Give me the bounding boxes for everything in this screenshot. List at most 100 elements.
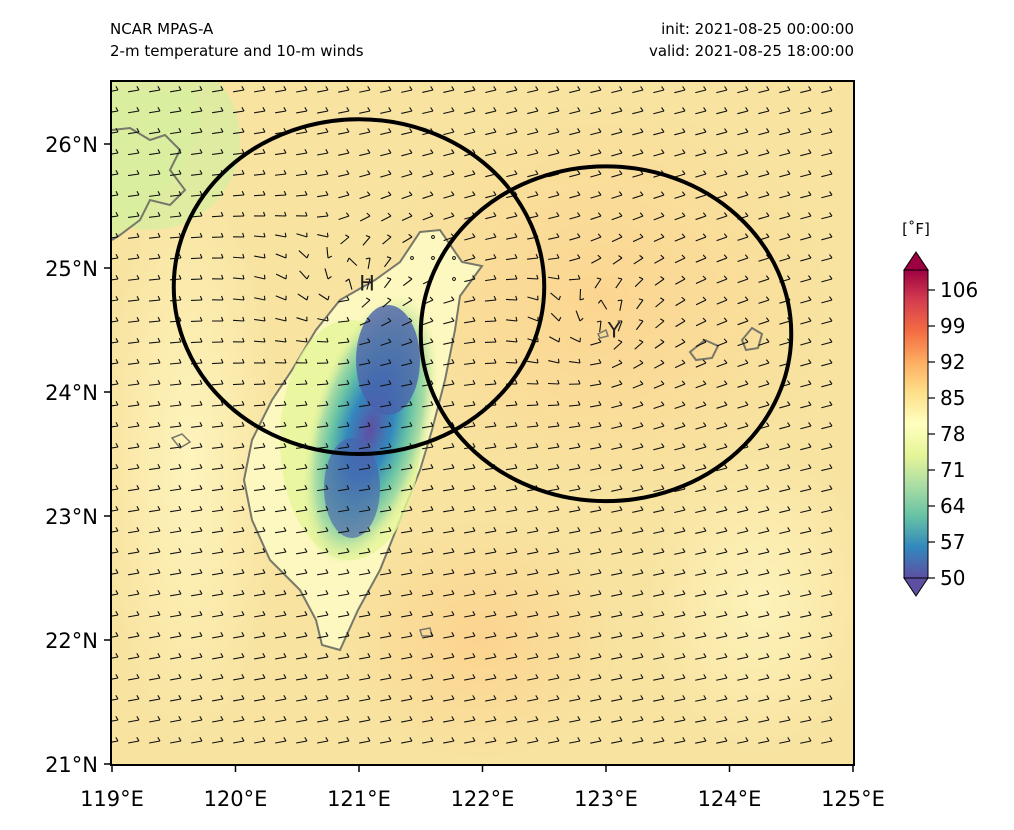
wind-barb-flag xyxy=(157,695,161,700)
wind-barb-flag xyxy=(808,485,812,490)
wind-barb-flag xyxy=(619,401,623,406)
wind-barb-flag xyxy=(619,632,623,637)
wind-barb-flag xyxy=(220,190,224,196)
wind-barb xyxy=(484,320,497,323)
wind-barb-flag xyxy=(325,128,329,133)
wind-barb-flag xyxy=(451,86,455,91)
wind-barb xyxy=(212,530,224,534)
valid-time: valid: 2021-08-25 18:00:00 xyxy=(648,42,854,60)
wind-barb xyxy=(212,488,224,492)
wind-barb-flag xyxy=(829,611,833,616)
wind-barb xyxy=(821,299,833,304)
wind-barb xyxy=(548,215,560,220)
wind-barb-flag xyxy=(829,401,833,406)
longitude-axis: 119°E 120°E 121°E 122°E 123°E 124°E 125°E xyxy=(80,765,885,811)
wind-barb-flag xyxy=(157,211,161,217)
wind-barb xyxy=(590,593,602,597)
wind-barb xyxy=(779,425,791,430)
wind-barb xyxy=(128,278,140,281)
wind-barb-flag xyxy=(493,527,497,532)
wind-barb-flag xyxy=(472,442,476,448)
wind-barb xyxy=(401,383,413,387)
wind-barb xyxy=(821,551,833,555)
wind-barb-flag xyxy=(766,569,770,574)
wind-barb xyxy=(317,719,329,723)
wind-barb xyxy=(526,404,539,407)
wind-barb xyxy=(443,299,455,304)
lon-tick-label: 119°E xyxy=(80,787,144,811)
wind-barb xyxy=(275,488,287,492)
wind-barb xyxy=(611,173,623,178)
wind-barb xyxy=(401,173,413,178)
wind-barb-flag xyxy=(451,170,455,175)
wind-barb xyxy=(569,257,581,262)
wind-barb xyxy=(695,698,707,702)
wind-barb xyxy=(112,446,119,449)
wind-barb-flag xyxy=(472,421,476,427)
wind-barb-flag xyxy=(136,169,140,175)
wind-barb-flag xyxy=(514,548,518,553)
wind-barb-flag xyxy=(493,149,497,154)
wind-barb xyxy=(382,299,392,308)
lat-tick-label: 21°N xyxy=(45,753,98,777)
wind-barb xyxy=(128,152,140,156)
wind-barb xyxy=(800,362,812,367)
wind-barb-flag xyxy=(577,548,581,553)
wind-barb-flag xyxy=(262,107,266,112)
wind-barb xyxy=(821,446,833,451)
wind-barb-flag xyxy=(577,233,581,238)
wind-barb-flag xyxy=(367,632,371,637)
wind-barb xyxy=(170,404,182,407)
wind-barb xyxy=(338,593,350,597)
wind-barb xyxy=(233,446,245,449)
wind-barb xyxy=(716,530,728,535)
wind-barb-flag xyxy=(703,611,707,616)
wind-barb xyxy=(148,278,161,281)
wind-barb xyxy=(191,530,203,534)
wind-barb-flag xyxy=(577,527,581,532)
wind-barb-flag xyxy=(829,443,833,448)
lon-tick-label: 120°E xyxy=(204,787,268,811)
wind-barb xyxy=(779,215,791,220)
wind-barb xyxy=(443,173,455,178)
wind-barb-flag xyxy=(262,506,266,511)
wind-barb xyxy=(401,593,413,597)
wind-barb xyxy=(821,89,833,94)
wind-barb-flag xyxy=(556,548,560,553)
wind-barb xyxy=(359,635,371,639)
wind-barb-flag xyxy=(346,506,350,511)
wind-barb xyxy=(695,110,707,115)
wind-barb xyxy=(359,173,371,178)
wind-barb xyxy=(464,425,476,429)
wind-barb xyxy=(128,404,140,407)
wind-barb-flag xyxy=(745,86,749,91)
wind-barb-flag xyxy=(346,149,350,154)
wind-barb xyxy=(779,740,791,744)
wind-barb xyxy=(548,572,560,576)
wind-barb xyxy=(191,551,203,555)
wind-barb xyxy=(716,278,728,284)
wind-barb-flag xyxy=(619,464,623,469)
wind-barb-flag xyxy=(115,716,119,721)
wind-barb-flag xyxy=(178,127,182,133)
wind-barb xyxy=(211,362,224,365)
colorbar-tick-label: 57 xyxy=(940,530,965,554)
wind-barb-flag xyxy=(220,569,224,574)
wind-barb-flag xyxy=(157,190,161,196)
colorbar-scale xyxy=(903,269,929,579)
wind-barb xyxy=(149,362,161,365)
wind-barb-flag xyxy=(242,253,245,259)
wind-barb xyxy=(758,635,770,639)
latitude-axis: 21°N22°N23°N24°N25°N26°N xyxy=(45,133,111,777)
wind-barb xyxy=(548,551,560,555)
wind-barb-flag xyxy=(535,464,539,469)
wind-barb-flag xyxy=(451,380,455,385)
wind-barb-flag xyxy=(619,611,623,616)
wind-barb xyxy=(422,740,434,744)
wind-barb-flag xyxy=(638,298,644,301)
wind-barb-flag xyxy=(388,128,392,133)
wind-barb xyxy=(338,614,350,618)
wind-barb-flag xyxy=(178,400,182,406)
wind-barb-flag xyxy=(660,359,665,364)
wind-barb-flag xyxy=(430,548,434,553)
